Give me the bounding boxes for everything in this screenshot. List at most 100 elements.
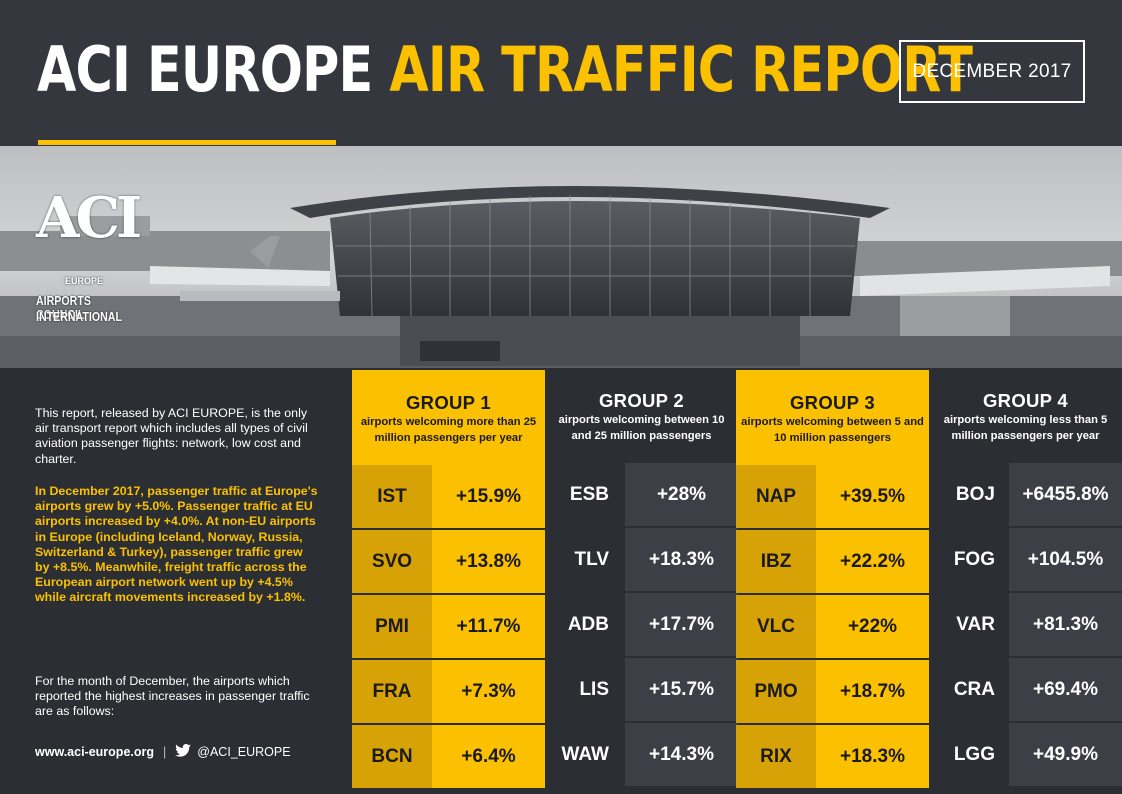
logo-region: EUROPE [64,276,103,286]
table-row: ADB +17.7% [545,593,738,656]
group-4-panel: GROUP 4 airports welcoming less than 5 m… [929,368,1122,794]
twitter-bird-icon [175,744,192,760]
table-row: FOG +104.5% [929,528,1122,591]
terminal-illustration [0,146,1122,368]
table-row: BOJ +6455.8% [929,463,1122,526]
growth-value: +18.7% [816,660,929,723]
growth-value: +22.2% [816,530,929,593]
group-3-subtitle: airports welcoming between 5 and 10 mill… [741,416,924,444]
table-row: NAP +39.5% [736,465,929,528]
table-row: RIX +18.3% [736,725,929,788]
airport-terminal-photo [0,146,1122,368]
growth-value: +22% [816,595,929,658]
growth-value: +13.8% [432,530,545,593]
table-row: IBZ +22.2% [736,530,929,593]
growth-value: +39.5% [816,465,929,528]
airport-code: LIS [545,658,625,721]
intro-paragraph: This report, released by ACI EUROPE, is … [35,406,308,466]
intro-panel: This report, released by ACI EUROPE, is … [0,368,352,794]
table-row: LIS +15.7% [545,658,738,721]
airport-code: NAP [736,465,816,528]
table-row: TLV +18.3% [545,528,738,591]
group-1-title: GROUP 1 [405,392,492,413]
table-row: FRA +7.3% [352,660,545,723]
airport-code: RIX [736,725,816,788]
airport-code: FOG [929,528,1009,591]
logo-text-line2: INTERNATIONAL [36,310,122,324]
table-row: ESB +28% [545,463,738,526]
growth-value: +7.3% [432,660,545,723]
airport-code: IBZ [736,530,816,593]
growth-value: +6.4% [432,725,545,788]
growth-value: +14.3% [625,723,738,786]
airport-code: VAR [929,593,1009,656]
table-row: BCN +6.4% [352,725,545,788]
logo-mark: ACI [36,185,142,251]
group-2-title: GROUP 2 [598,390,685,411]
group-2-header: GROUP 2 airports welcoming between 10 an… [545,368,738,463]
footer-separator: | [163,745,167,759]
growth-value: +18.3% [625,528,738,591]
airport-code: LGG [929,723,1009,786]
report-title: ACI EUROPE AIR TRAFFIC REPORT [37,30,973,110]
twitter-handle-link[interactable]: @ACI_EUROPE [197,745,291,759]
growth-value: +11.7% [432,595,545,658]
airport-code: ADB [545,593,625,656]
website-link[interactable]: www.aci-europe.org [35,745,155,759]
growth-value: +69.4% [1009,658,1122,721]
growth-value: +81.3% [1009,593,1122,656]
growth-value: +18.3% [816,725,929,788]
table-row: LGG +49.9% [929,723,1122,786]
growth-value: +6455.8% [1009,463,1122,526]
table-row: SVO +13.8% [352,530,545,593]
group-1-subtitle: airports welcoming more than 25 million … [360,416,537,444]
group-1-panel: GROUP 1 airports welcoming more than 25 … [352,368,545,794]
airport-code: PMI [352,595,432,658]
group-3-panel: GROUP 3 airports welcoming between 5 and… [736,368,929,794]
airport-code: BCN [352,725,432,788]
report-header: ACI EUROPE AIR TRAFFIC REPORT DECEMBER 2… [0,0,1122,146]
table-row: IST +15.9% [352,465,545,528]
growth-value: +15.7% [625,658,738,721]
highlight-paragraph: In December 2017, passenger traffic at E… [35,484,318,605]
group-3-title: GROUP 3 [789,392,876,413]
table-row: CRA +69.4% [929,658,1122,721]
title-aci-europe: ACI EUROPE [37,33,373,106]
title-air-traffic-report: AIR TRAFFIC REPORT [389,33,973,106]
group-4-title: GROUP 4 [982,390,1069,411]
airport-code: VLC [736,595,816,658]
group-3-header: GROUP 3 airports welcoming between 5 and… [736,370,929,465]
group-2-subtitle: airports welcoming between 10 and 25 mil… [558,414,725,442]
airport-code: PMO [736,660,816,723]
lead-in-paragraph: For the month of December, the airports … [35,674,310,719]
airport-code: TLV [545,528,625,591]
table-row: VLC +22% [736,595,929,658]
group-4-header: GROUP 4 airports welcoming less than 5 m… [929,368,1122,463]
table-row: PMO +18.7% [736,660,929,723]
airport-code: SVO [352,530,432,593]
group-4-rows: BOJ +6455.8% FOG +104.5% VAR +81.3% CRA +69.… [929,463,1122,788]
airport-code: CRA [929,658,1009,721]
growth-value: +28% [625,463,738,526]
growth-value: +17.7% [625,593,738,656]
title-underline [38,140,336,145]
group-2-panel: GROUP 2 airports welcoming between 10 an… [545,368,738,794]
group-1-header: GROUP 1 airports welcoming more than 25 … [352,370,545,465]
group-3-rows: NAP +39.5% IBZ +22.2% VLC +22% PMO +18.7% RI… [736,465,929,790]
table-row: VAR +81.3% [929,593,1122,656]
group-1-rows: IST +15.9% SVO +13.8% PMI +11.7% FRA +7.3% B… [352,465,545,790]
airport-code: ESB [545,463,625,526]
table-row: WAW +14.3% [545,723,738,786]
airport-code: BOJ [929,463,1009,526]
airport-code: FRA [352,660,432,723]
logo-text-line1: AIRPORTS COUNCIL [36,294,91,322]
growth-value: +104.5% [1009,528,1122,591]
group-2-rows: ESB +28% TLV +18.3% ADB +17.7% LIS +15.7% WA… [545,463,738,788]
growth-value: +15.9% [432,465,545,528]
aci-logo: ACI EUROPE AIRPORTS COUNCIL INTERNATIONA… [36,184,142,334]
table-row: PMI +11.7% [352,595,545,658]
airport-code: IST [352,465,432,528]
group-4-subtitle: airports welcoming less than 5 million p… [943,414,1108,442]
growth-value: +49.9% [1009,723,1122,786]
report-date: DECEMBER 2017 [899,40,1085,103]
